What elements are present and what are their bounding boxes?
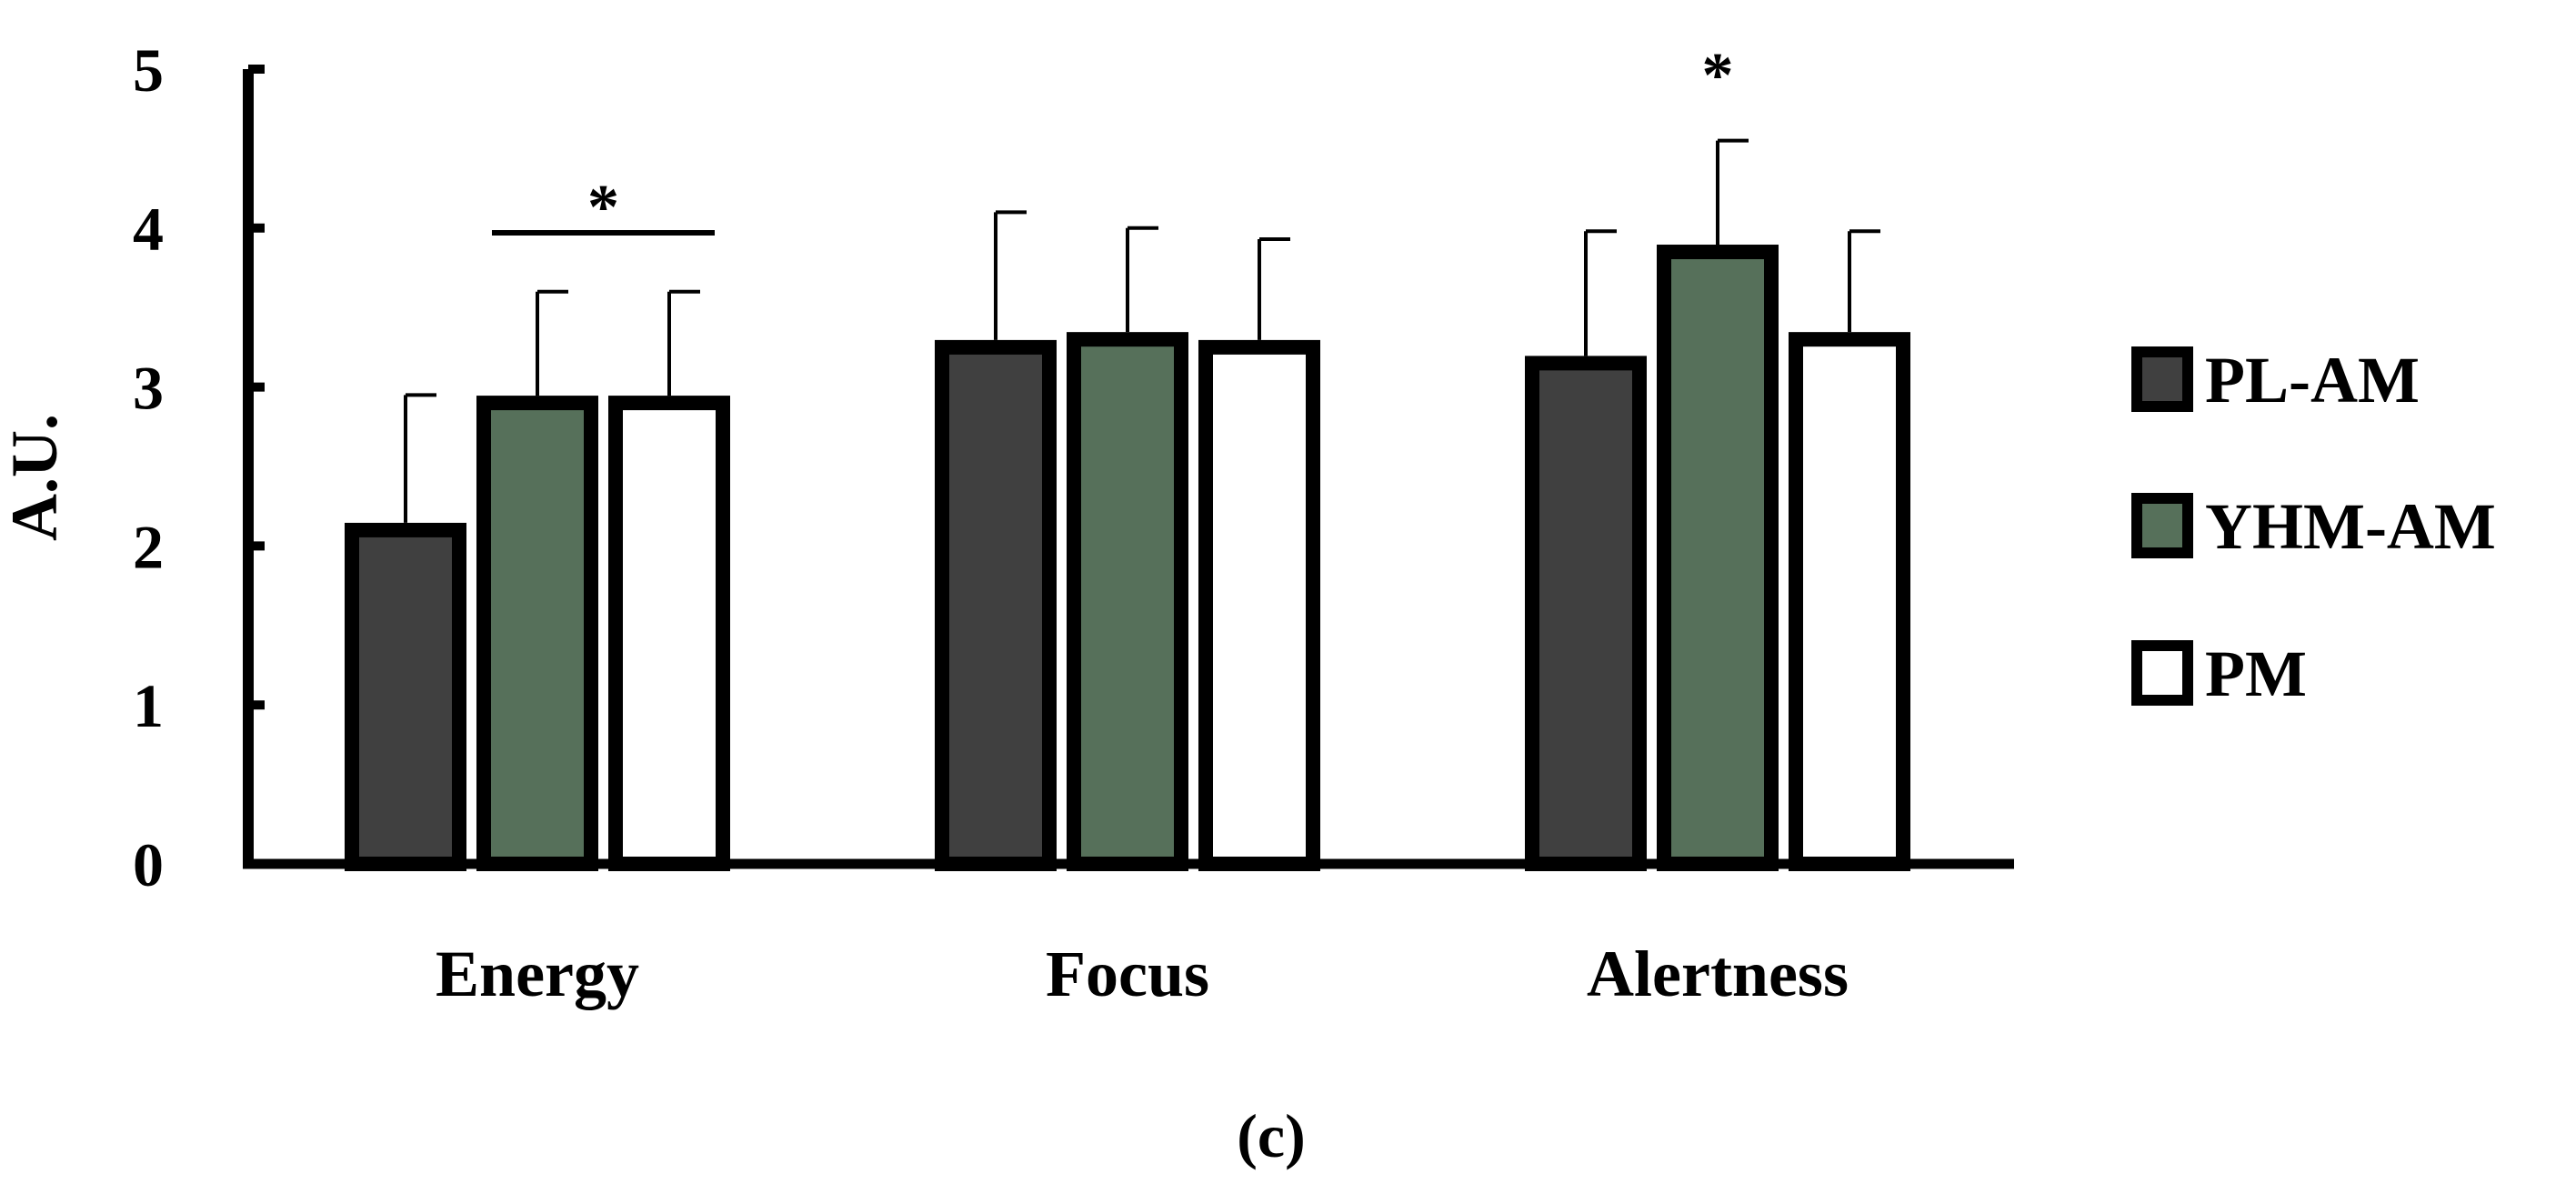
bar-pl-am-energy xyxy=(345,522,466,871)
y-tick-label: 4 xyxy=(133,195,164,264)
y-tick-label: 3 xyxy=(133,354,164,423)
y-tick-label: 1 xyxy=(133,671,164,740)
legend-swatch-yhm-am xyxy=(2131,493,2193,558)
bar-yhm-am-alertness xyxy=(1657,245,1779,871)
panel-label: (c) xyxy=(1237,1101,1305,1170)
category-label: Focus xyxy=(1046,938,1209,1010)
category-label: Alertness xyxy=(1587,938,1849,1010)
y-axis: 0 1 2 3 4 5 xyxy=(133,35,265,899)
significance-asterisk: * xyxy=(1702,41,1734,111)
legend-swatch-pl-am xyxy=(2131,346,2193,412)
category-labels: Energy Focus Alertness xyxy=(436,938,1849,1010)
legend-label-yhm-am: YHM-AM xyxy=(2205,490,2496,563)
error-bars xyxy=(404,138,1880,523)
bar-yhm-am-energy xyxy=(476,396,598,871)
bar-pl-am-focus xyxy=(935,339,1057,871)
y-tick-label: 0 xyxy=(133,830,164,899)
significance-asterisk: * xyxy=(587,173,619,243)
bar-pm-alertness xyxy=(1789,332,1910,872)
legend-label-pl-am: PL-AM xyxy=(2205,344,2420,416)
bar-pm-focus xyxy=(1198,339,1320,871)
legend-label-pm: PM xyxy=(2205,637,2307,710)
legend[interactable]: PL-AM YHM-AM PM xyxy=(2131,344,2496,710)
y-tick-label: 2 xyxy=(133,512,164,581)
bar-pm-energy xyxy=(608,396,730,871)
bars xyxy=(345,245,1910,872)
significance-markers: ** xyxy=(492,41,1734,243)
y-tick-label: 5 xyxy=(133,35,164,105)
bar-pl-am-alertness xyxy=(1525,356,1647,871)
bar-yhm-am-focus xyxy=(1067,332,1188,872)
legend-swatch-pm xyxy=(2131,640,2193,706)
y-axis-label: A.U. xyxy=(0,414,71,541)
category-label: Energy xyxy=(436,938,639,1010)
